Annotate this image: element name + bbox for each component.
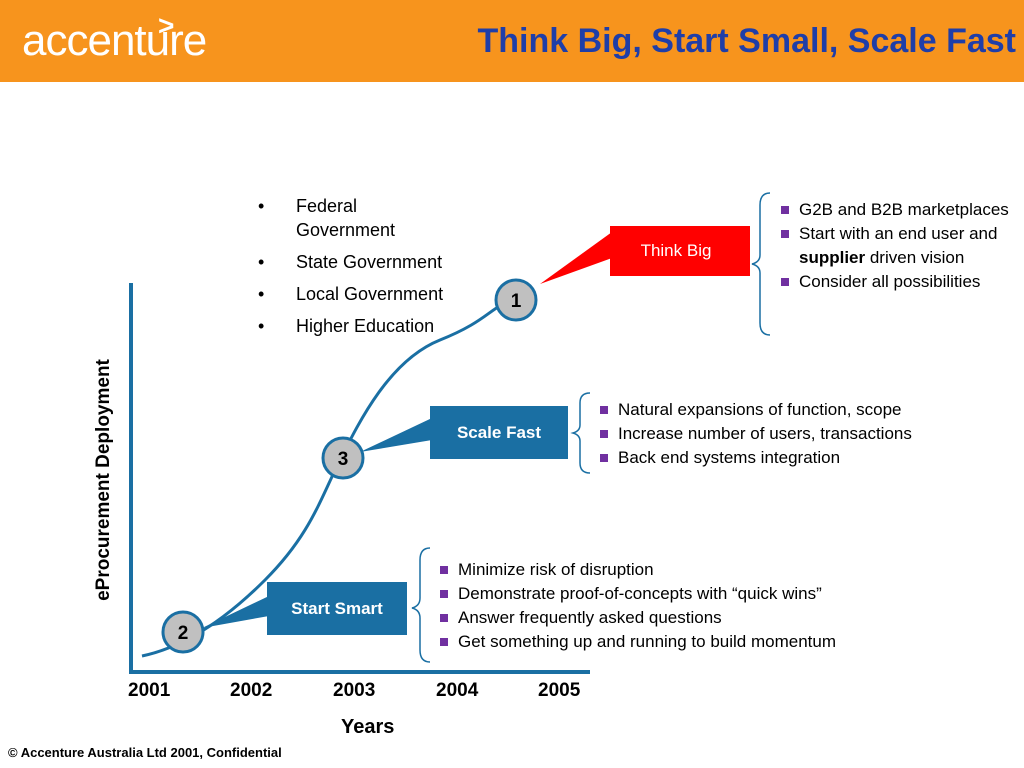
- think-big-pointer: [540, 232, 612, 284]
- start-smart-point: Get something up and running to build mo…: [438, 630, 958, 654]
- accenture-logo: accenture >: [22, 10, 207, 66]
- copyright-footer: © Accenture Australia Ltd 2001, Confiden…: [8, 745, 282, 760]
- think-big-point: Consider all possibilities: [779, 270, 1019, 294]
- logo-mark: >: [158, 10, 174, 41]
- x-tick-2002: 2002: [230, 680, 273, 701]
- x-tick-2003: 2003: [333, 680, 376, 701]
- scale-fast-pointer: [360, 418, 432, 452]
- supplier-emphasis: supplier: [799, 248, 866, 267]
- think-big-point: Start with an end user and supplier driv…: [779, 222, 1019, 270]
- stage-1-node: 1: [494, 278, 538, 322]
- start-smart-point: Answer frequently asked questions: [438, 606, 958, 630]
- segment-item: Federal Government: [258, 194, 416, 242]
- stage-3-number: 3: [338, 449, 349, 470]
- think-big-point: G2B and B2B marketplaces: [779, 198, 1019, 222]
- think-big-brace: [751, 192, 771, 336]
- start-smart-pointer: [202, 596, 269, 628]
- scale-fast-point: Back end systems integration: [598, 446, 998, 470]
- scale-fast-point: Natural expansions of function, scope: [598, 398, 998, 422]
- x-tick-2004: 2004: [436, 680, 479, 701]
- start-smart-point: Demonstrate proof-of-concepts with “quic…: [438, 582, 958, 606]
- stage-2-node: 2: [161, 610, 205, 654]
- start-smart-brace: [411, 547, 431, 663]
- stage-2-number: 2: [178, 623, 189, 644]
- start-smart-points: Minimize risk of disruption Demonstrate …: [438, 558, 958, 654]
- think-big-points: G2B and B2B marketplaces Start with an e…: [779, 198, 1019, 294]
- stage-3-node: 3: [321, 436, 365, 480]
- think-big-box: Think Big: [610, 226, 750, 276]
- segment-item: Higher Education: [258, 314, 488, 338]
- x-tick-2005: 2005: [538, 680, 581, 701]
- segment-item: State Government: [258, 250, 488, 274]
- stage-1-number: 1: [511, 291, 522, 312]
- logo-text: accenture: [22, 16, 207, 65]
- scale-fast-points: Natural expansions of function, scope In…: [598, 398, 998, 470]
- x-axis-label: Years: [341, 716, 395, 738]
- government-segments-list: Federal Government State Government Loca…: [258, 194, 488, 346]
- header-bar: accenture > Think Big, Start Small, Scal…: [0, 0, 1024, 82]
- page-title: Think Big, Start Small, Scale Fast: [477, 22, 1017, 60]
- segment-item: Local Government: [258, 282, 488, 306]
- x-tick-2001: 2001: [128, 680, 171, 701]
- start-smart-point: Minimize risk of disruption: [438, 558, 958, 582]
- start-smart-box: Start Smart: [267, 582, 407, 635]
- scale-fast-box: Scale Fast: [430, 406, 568, 459]
- scale-fast-brace: [570, 392, 591, 474]
- y-axis-label: eProcurement Deployment: [93, 359, 114, 601]
- scale-fast-point: Increase number of users, transactions: [598, 422, 998, 446]
